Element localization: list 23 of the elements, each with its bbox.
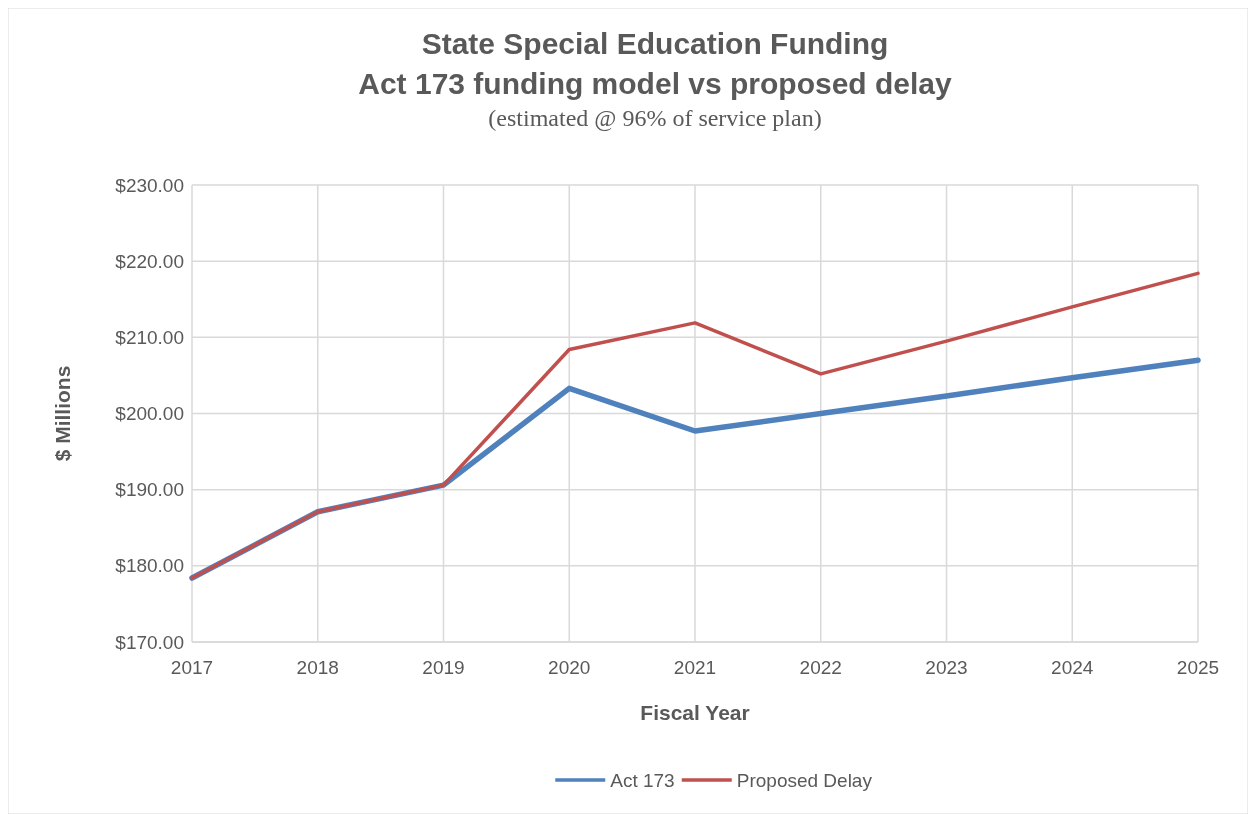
- y-axis-title: $ Millions: [51, 365, 74, 462]
- y-tick-label: $170.00: [115, 631, 184, 653]
- x-axis-title: Fiscal Year: [640, 701, 750, 724]
- x-tick-label: 2018: [296, 657, 339, 678]
- chart-subtitle: (estimated @ 96% of service plan): [488, 105, 822, 131]
- x-tick-label: 2022: [799, 657, 842, 678]
- legend-label: Proposed Delay: [736, 769, 873, 791]
- y-tick-label: $210.00: [115, 326, 184, 348]
- chart-title: State Special Education Funding Act 173 funding model vs proposed delay: [358, 27, 953, 100]
- x-tick-label: 2021: [673, 657, 717, 678]
- y-tick-label: $180.00: [115, 555, 184, 577]
- x-tick-label: 2019: [422, 657, 465, 678]
- legend-label: Act 173: [610, 769, 675, 791]
- line-series: [190, 271, 1200, 580]
- y-tick-label: $220.00: [115, 250, 184, 272]
- y-tick-label: $190.00: [115, 479, 184, 501]
- x-tick-label: 2020: [548, 657, 591, 678]
- x-tick-label: 2017: [170, 657, 214, 678]
- x-tick-label: 2023: [925, 657, 968, 678]
- x-tick-label: 2025: [1176, 657, 1220, 678]
- y-tick-label: $200.00: [115, 403, 184, 425]
- y-tick-label: $230.00: [115, 174, 184, 196]
- x-tick-label: 2024: [1051, 657, 1094, 678]
